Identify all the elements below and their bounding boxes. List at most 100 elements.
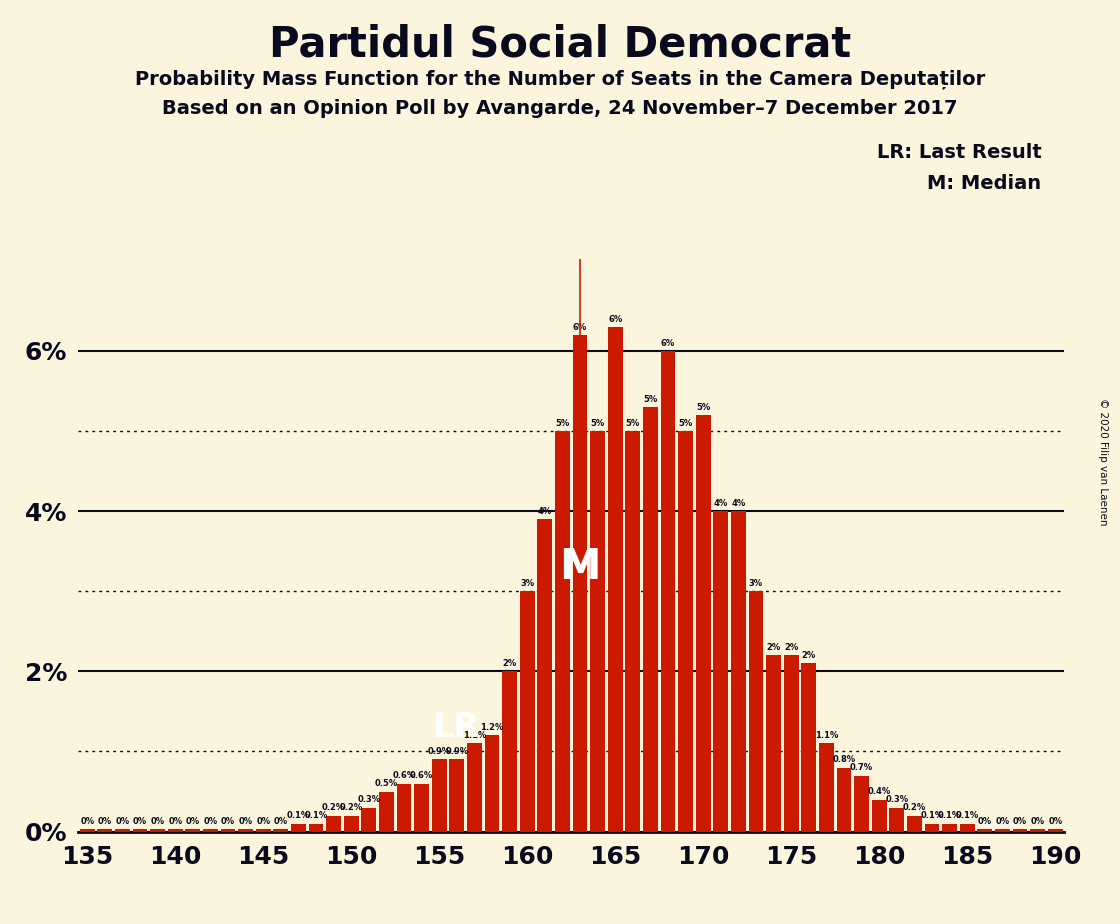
Text: 0%: 0%	[186, 817, 199, 826]
Bar	[132, 829, 148, 832]
Text: 5%: 5%	[590, 419, 605, 428]
Bar	[1012, 829, 1027, 832]
Bar	[554, 431, 570, 832]
Bar	[625, 431, 641, 832]
Text: 0%: 0%	[81, 817, 94, 826]
Bar	[308, 823, 324, 832]
Text: 2%: 2%	[766, 643, 781, 652]
Text: 4%: 4%	[713, 499, 728, 508]
Bar	[678, 431, 693, 832]
Text: 1.1%: 1.1%	[463, 731, 486, 740]
Text: 0%: 0%	[273, 817, 288, 826]
Text: 0.2%: 0.2%	[903, 803, 926, 812]
Bar	[801, 663, 816, 832]
Text: 0.1%: 0.1%	[287, 811, 310, 821]
Text: 0.1%: 0.1%	[921, 811, 944, 821]
Text: 0%: 0%	[256, 817, 270, 826]
Bar	[608, 327, 623, 832]
Text: 5%: 5%	[679, 419, 693, 428]
Text: 3%: 3%	[520, 579, 534, 588]
Text: M: Median: M: Median	[927, 174, 1042, 193]
Text: 3%: 3%	[749, 579, 763, 588]
Bar	[467, 744, 482, 832]
Bar	[273, 829, 288, 832]
Text: 0.6%: 0.6%	[392, 772, 416, 781]
Text: 0.6%: 0.6%	[410, 772, 433, 781]
Bar	[414, 784, 429, 832]
Bar	[362, 808, 376, 832]
Text: 5%: 5%	[626, 419, 640, 428]
Text: Probability Mass Function for the Number of Seats in the Camera Deputaților: Probability Mass Function for the Number…	[134, 69, 986, 89]
Bar	[661, 351, 675, 832]
Text: 0.1%: 0.1%	[955, 811, 979, 821]
Text: 4%: 4%	[731, 499, 746, 508]
Text: M: M	[559, 546, 600, 589]
Text: 5%: 5%	[643, 395, 657, 404]
Bar	[255, 829, 271, 832]
Text: Partidul Social Democrat: Partidul Social Democrat	[269, 23, 851, 65]
Text: 0.1%: 0.1%	[937, 811, 961, 821]
Bar	[855, 775, 869, 832]
Text: 2%: 2%	[802, 651, 816, 660]
Text: 0.1%: 0.1%	[305, 811, 328, 821]
Bar	[239, 829, 253, 832]
Text: 2%: 2%	[784, 643, 799, 652]
Text: LR: Last Result: LR: Last Result	[877, 143, 1042, 163]
Bar	[538, 519, 552, 832]
Bar	[889, 808, 904, 832]
Text: 0%: 0%	[150, 817, 165, 826]
Text: 0%: 0%	[115, 817, 130, 826]
Bar	[80, 829, 95, 832]
Bar	[748, 591, 764, 832]
Text: 0%: 0%	[204, 817, 217, 826]
Text: 0%: 0%	[1030, 817, 1045, 826]
Text: 0.4%: 0.4%	[868, 787, 890, 796]
Bar	[203, 829, 218, 832]
Text: 0.8%: 0.8%	[832, 755, 856, 764]
Text: 0%: 0%	[221, 817, 235, 826]
Bar	[924, 823, 940, 832]
Text: 0%: 0%	[978, 817, 992, 826]
Text: 0.9%: 0.9%	[446, 748, 468, 756]
Text: 6%: 6%	[608, 314, 623, 323]
Bar	[115, 829, 130, 832]
Bar	[819, 744, 834, 832]
Bar	[168, 829, 183, 832]
Bar	[185, 829, 200, 832]
Bar	[590, 431, 605, 832]
Text: 0%: 0%	[133, 817, 147, 826]
Bar	[221, 829, 235, 832]
Bar	[696, 415, 711, 832]
Bar	[449, 760, 465, 832]
Text: 0.3%: 0.3%	[885, 796, 908, 805]
Bar	[907, 816, 922, 832]
Text: 0%: 0%	[996, 817, 1009, 826]
Text: 0.3%: 0.3%	[357, 796, 381, 805]
Text: 0%: 0%	[168, 817, 183, 826]
Bar	[502, 672, 517, 832]
Bar	[731, 511, 746, 832]
Bar	[995, 829, 1010, 832]
Text: 0.5%: 0.5%	[375, 779, 398, 788]
Text: 4%: 4%	[538, 507, 552, 516]
Bar	[396, 784, 411, 832]
Bar	[978, 829, 992, 832]
Bar	[291, 823, 306, 832]
Text: 5%: 5%	[556, 419, 570, 428]
Bar	[713, 511, 728, 832]
Bar	[942, 823, 958, 832]
Bar	[784, 655, 799, 832]
Bar	[431, 760, 447, 832]
Bar	[871, 799, 887, 832]
Text: 6%: 6%	[572, 322, 587, 332]
Bar	[485, 736, 500, 832]
Text: 0%: 0%	[97, 817, 112, 826]
Text: 0%: 0%	[1012, 817, 1027, 826]
Bar	[326, 816, 342, 832]
Bar	[344, 816, 358, 832]
Bar	[1047, 829, 1063, 832]
Text: 0%: 0%	[1048, 817, 1062, 826]
Text: 0.7%: 0.7%	[850, 763, 874, 772]
Bar	[572, 334, 588, 832]
Bar	[150, 829, 165, 832]
